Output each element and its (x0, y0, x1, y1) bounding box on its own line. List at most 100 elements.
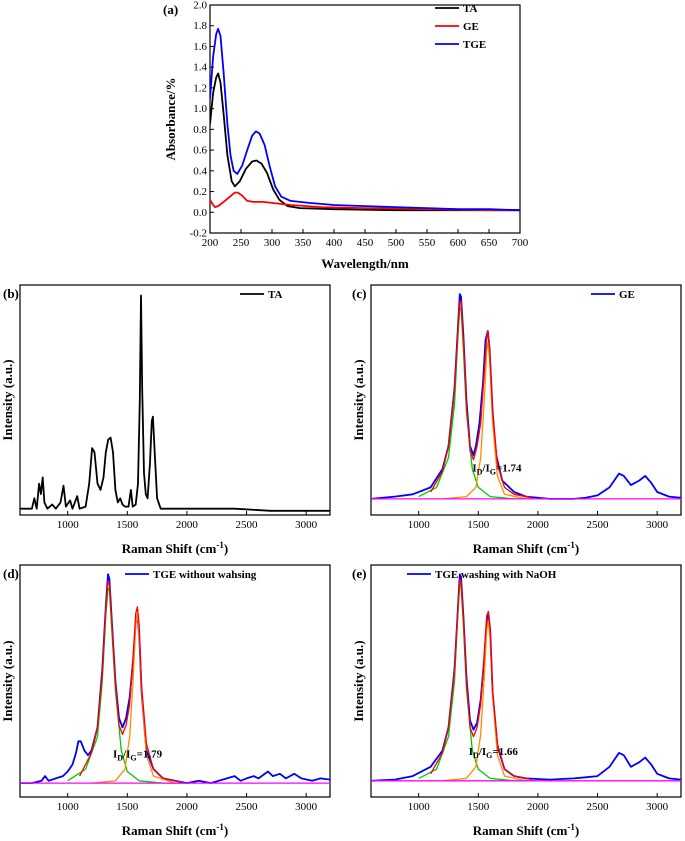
x-tick-label: 2000 (527, 801, 550, 813)
chart-panel-b: 1000 1500 2000 2500 3000 Raman Shift (cm-1) In… (0, 284, 331, 556)
series-line-fit-sum (79, 580, 182, 783)
panel-label: (d) (3, 566, 19, 581)
y-tick-label: 0.6 (193, 145, 207, 157)
ratio-subscript: D (477, 467, 483, 476)
panel-label: (e) (352, 566, 366, 581)
x-tick-label: 2500 (587, 801, 610, 813)
ratio-text: /I (481, 462, 489, 474)
x-axis-title-superscript: -1 (216, 540, 224, 550)
y-tick-label: 1.2 (193, 82, 207, 94)
y-tick-label: -0.2 (190, 228, 207, 240)
series-line-ge (210, 191, 520, 212)
ratio-subscript: G (486, 751, 492, 760)
x-axis-title: Raman Shift (cm-1) (122, 540, 228, 556)
y-axis-title: Intensity (a.u.) (351, 359, 366, 440)
panel-label: (c) (352, 286, 366, 301)
x-tick-label: 600 (450, 237, 467, 249)
x-axis-title: Raman Shift (cm-1) (473, 822, 579, 838)
x-axis-title: Raman Shift (cm-1) (473, 540, 579, 556)
y-tick-label: 1.4 (193, 62, 207, 74)
ratio-subscript: G (490, 467, 496, 476)
x-tick-label: 200 (202, 237, 219, 249)
y-tick-label: 1.8 (193, 20, 207, 32)
x-tick-label: 300 (264, 237, 281, 249)
y-tick-label: 0.0 (193, 207, 207, 219)
series-line-fit-g (442, 620, 527, 782)
ratio-text: =1.74 (496, 462, 522, 474)
x-axis-title: Wavelength/nm (321, 256, 409, 271)
x-tick-label: 1500 (467, 801, 490, 813)
chart-panel-e: 1000 1500 2000 2500 3000 Raman Shift (cm-1) In… (351, 564, 682, 838)
x-tick-label: 1000 (57, 801, 80, 813)
plot-frame-d (19, 564, 331, 798)
series-line-tge-without-wahsing (20, 573, 330, 784)
x-tick-label: 1000 (57, 519, 80, 531)
y-tick-label: 2.0 (193, 0, 207, 12)
x-axis-title-end: ) (575, 823, 579, 838)
x-tick-label: 3000 (295, 519, 318, 531)
x-tick-label: 550 (419, 237, 436, 249)
x-tick-label: 1500 (116, 519, 139, 531)
x-axis-title-superscript: -1 (567, 822, 575, 832)
ratio-text: /I (122, 749, 130, 761)
series-line-fit-sum (430, 578, 533, 781)
legend-entry-label: TA (463, 3, 478, 15)
x-tick-label: 400 (326, 237, 343, 249)
x-tick-label: 2000 (527, 519, 550, 531)
y-tick-label: 0.4 (193, 165, 207, 177)
x-tick-label: 450 (357, 237, 374, 249)
series-line-ta (210, 72, 520, 212)
y-axis-title: Intensity (a.u.) (0, 640, 15, 721)
ratio-subscript: D (117, 754, 123, 763)
x-axis-title: Raman Shift (cm-1) (122, 822, 228, 838)
plot-frame-c (370, 284, 682, 516)
series-line-fit-g (442, 341, 527, 500)
x-tick-label: 1500 (467, 519, 490, 531)
x-axis-title-end: ) (224, 541, 228, 556)
y-tick-label: 0.2 (193, 186, 207, 198)
panel-label: (b) (3, 286, 19, 301)
legend-entry-label: TGE without wahsing (153, 569, 257, 581)
x-axis-title-superscript: -1 (567, 540, 575, 550)
x-tick-label: 1500 (116, 801, 139, 813)
series-line-ta (20, 294, 330, 512)
x-tick-label: 2000 (176, 801, 199, 813)
y-tick-label: 1.6 (193, 41, 207, 53)
x-axis-title-end: ) (575, 541, 579, 556)
x-tick-label: 2500 (236, 519, 259, 531)
ratio-text: I (469, 746, 473, 758)
x-tick-label: 3000 (646, 801, 669, 813)
legend-entry-label: TGE (463, 39, 486, 51)
x-tick-label: 2000 (176, 519, 199, 531)
legend-entry-label: GE (463, 21, 479, 33)
panel-label: (a) (163, 2, 178, 17)
y-axis-title: Intensity (a.u.) (351, 640, 366, 721)
x-tick-label: 3000 (646, 519, 669, 531)
chart-panel-a: 200 250 300 350 400 450 500 550 600 650 700 -0.2 0.0… (163, 0, 529, 271)
x-tick-label: 250 (233, 237, 250, 249)
chart-panel-c: 1000 1500 2000 2500 3000 Raman Shift (cm-1) In… (351, 284, 682, 556)
x-tick-label: 3000 (295, 801, 318, 813)
plot-frame-e (370, 564, 682, 798)
ratio-text: =1.79 (137, 749, 163, 761)
x-tick-label: 650 (481, 237, 498, 249)
ratio-text: =1.66 (492, 746, 518, 758)
x-tick-label: 2500 (587, 519, 610, 531)
y-axis-title: Intensity (a.u.) (0, 359, 15, 440)
series-line-fit-g (91, 613, 176, 784)
x-axis-title-superscript: -1 (216, 822, 224, 832)
x-tick-label: 500 (388, 237, 405, 249)
ratio-subscript: G (130, 754, 136, 763)
series-line-tge (210, 27, 520, 212)
legend-entry-label: GE (619, 289, 635, 301)
legend-entry-label: TGE washing with NaOH (435, 569, 557, 581)
x-tick-label: 1000 (408, 801, 431, 813)
series-line-tge-washing-with-naoh (371, 573, 681, 782)
ratio-annotation: ID/IG=1.79 (113, 749, 163, 763)
series-line-ge (371, 293, 681, 500)
ratio-annotation: ID/IG=1.66 (469, 746, 519, 760)
x-tick-label: 350 (295, 237, 312, 249)
ratio-text: I (472, 462, 476, 474)
ratio-text: /I (478, 746, 486, 758)
